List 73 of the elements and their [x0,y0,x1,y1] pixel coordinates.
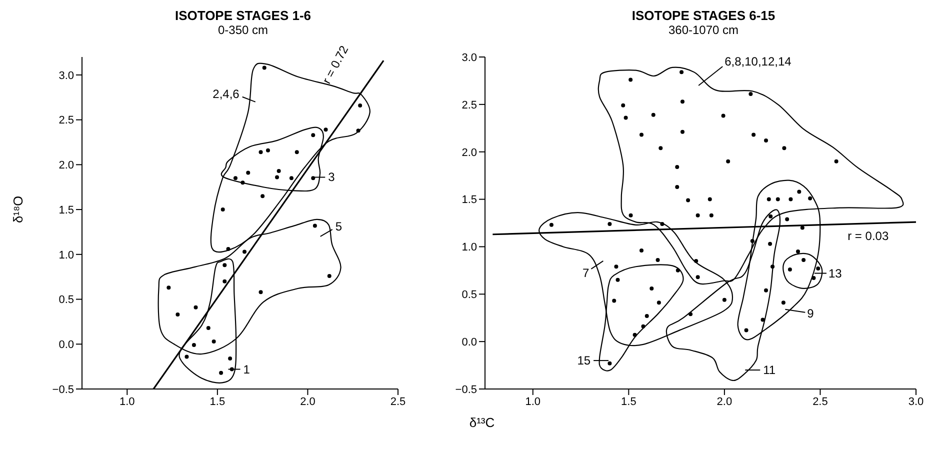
y-tick-label: 2.0 [462,146,477,159]
point [275,175,280,180]
point [219,370,224,375]
chart-title: ISOTOPE STAGES 6-15 [630,8,776,23]
point [311,133,316,138]
point [222,279,227,284]
point [258,290,263,294]
point [222,263,227,268]
y-axis-title: δ¹⁸O [10,196,26,223]
x-tick-label: 1.5 [621,396,636,408]
point [266,148,270,152]
point [242,250,247,254]
x-axis-title: δ¹³C [468,415,496,430]
point [194,305,198,310]
y-tick-label: 0.5 [58,294,74,306]
point [258,150,263,154]
y-tick-label: 1.5 [462,194,477,206]
chart-subtitle: 360-1070 cm [667,23,740,37]
annotation: r = 0.72 [320,42,352,86]
x-tick-label: 2.5 [390,396,406,408]
x-tick-label: 2.5 [812,396,828,408]
annotation: 1 [243,362,250,376]
point [294,150,299,154]
point [358,103,362,108]
point [327,274,332,278]
point [206,326,210,330]
y-tick-label: 3.0 [58,70,74,82]
y-tick-label: −0.5 [455,384,477,396]
chart-title: ISOTOPE STAGES 1-6 [174,8,312,23]
x-tick-label: 2.0 [300,396,316,408]
x-tick-label: 1.0 [525,396,541,408]
y-tick-label: 1.0 [58,249,74,262]
point [312,224,317,228]
point [176,312,180,317]
annotation: r = 0.03 [848,228,889,243]
point [311,176,316,180]
x-tick-label: 2.0 [716,396,732,408]
x-tick-label: 1.5 [210,396,226,408]
y-tick-label: 2.5 [462,99,477,112]
y-tick-label: 2.0 [58,160,74,172]
point [246,170,250,175]
y-tick-label: 1.0 [462,242,477,254]
point [166,286,171,290]
y-tick-label: 1.5 [58,204,74,216]
annotation: 5 [335,219,342,234]
point [228,356,232,360]
point [260,194,265,198]
annotation: 3 [328,170,336,184]
y-tick-label: 0.0 [462,336,477,348]
annotation: 15 [577,354,591,368]
x-tick-label: 3.0 [908,396,924,408]
point [262,66,266,70]
chart-subtitle: 0-350 cm [216,23,270,37]
y-tick-label: 0.0 [58,339,74,352]
point [192,343,196,348]
y-tick-label: 0.5 [462,289,477,302]
annotation: 2,4,6 [212,86,240,101]
annotation: 13 [828,266,842,280]
point [220,208,225,212]
point [184,354,189,359]
annotation: 11 [763,363,776,378]
point [212,339,216,344]
y-tick-label: 3.0 [462,52,477,64]
point [289,176,294,180]
annotation: 7 [582,266,590,280]
point [276,168,281,173]
annotation: 9 [807,306,814,320]
x-tick-label: 1.0 [119,396,135,408]
annotation: 6,8,10,12,14 [724,54,792,68]
y-tick-label: 2.5 [58,114,74,127]
point [233,176,238,180]
y-tick-label: −0.5 [52,384,74,396]
point [324,128,328,132]
